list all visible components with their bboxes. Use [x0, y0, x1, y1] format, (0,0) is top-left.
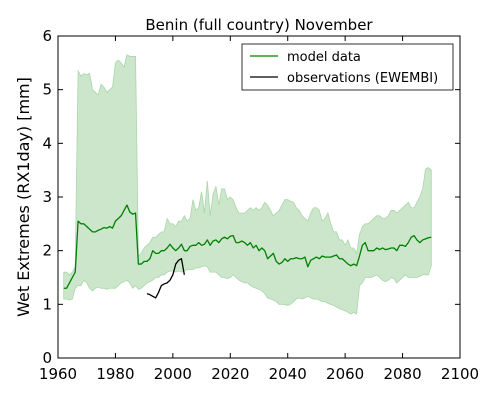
y-axis-label: Wet Extremes (RX1day) [mm]	[14, 77, 33, 317]
y-tick-label: 1	[42, 295, 52, 313]
x-tick-label: 2080	[383, 365, 421, 383]
series-line-layer	[63, 204, 432, 299]
series-line-model-data	[63, 204, 432, 289]
x-tick-label: 2040	[269, 365, 307, 383]
tick-layer: 1960 1980 2000 2020 2040 2060 2080 2100 0 1 2 3 4 5 6	[39, 27, 479, 383]
uncertainty-band-layer	[63, 54, 432, 315]
x-tick-label: 2100	[441, 365, 479, 383]
x-tick-label: 2060	[326, 365, 364, 383]
legend: model data observations (EWEMBI)	[241, 43, 454, 91]
x-tick-label: 1960	[39, 365, 77, 383]
legend-label-observations: observations (EWEMBI)	[287, 71, 438, 86]
y-tick-label: 5	[42, 81, 52, 99]
chart-title: Benin (full country) November	[145, 16, 373, 34]
y-tick-label: 0	[42, 349, 52, 367]
x-tick-label: 1980	[96, 365, 134, 383]
y-tick-label: 3	[42, 188, 52, 206]
series-line-observations	[146, 258, 185, 299]
model-range-band	[63, 54, 432, 315]
y-tick-label: 4	[42, 134, 52, 152]
x-tick-label: 2000	[154, 365, 192, 383]
x-tick-label: 2020	[211, 365, 249, 383]
y-tick-label: 6	[42, 27, 52, 45]
legend-box	[241, 43, 454, 91]
legend-label-model-data: model data	[287, 50, 361, 65]
y-tick-label: 2	[42, 242, 52, 260]
